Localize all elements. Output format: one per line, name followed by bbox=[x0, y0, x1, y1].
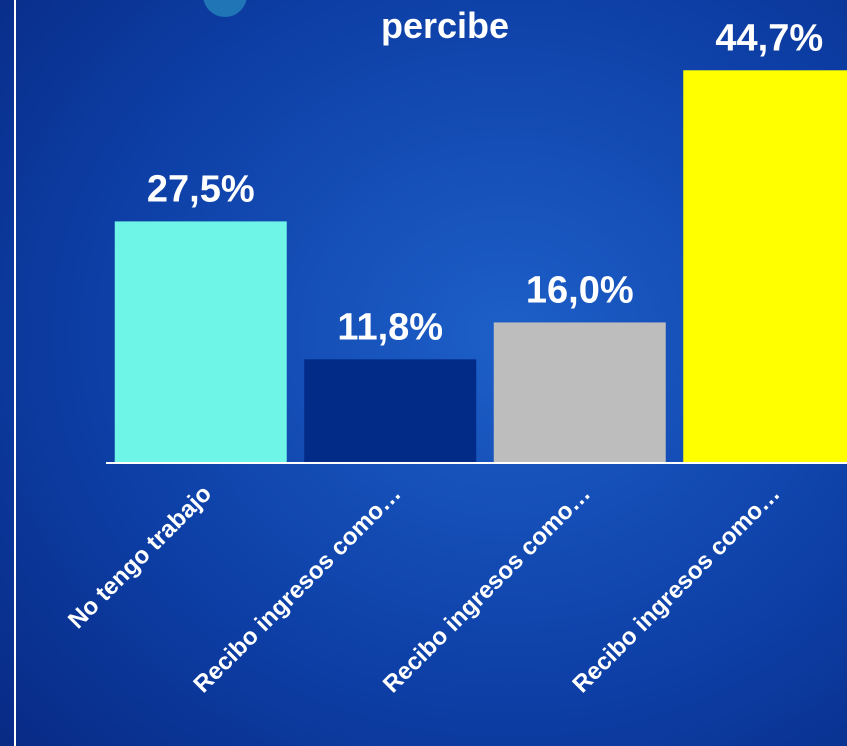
decoration bbox=[203, 0, 247, 17]
bar bbox=[493, 322, 666, 463]
bar bbox=[114, 221, 287, 463]
bar bbox=[304, 359, 477, 463]
value-label: 16,0% bbox=[526, 269, 634, 311]
value-label: 11,8% bbox=[337, 306, 443, 348]
value-label: 44,7% bbox=[715, 17, 823, 59]
chart-title: percibe bbox=[381, 5, 509, 46]
value-label: 27,5% bbox=[147, 168, 255, 210]
bar bbox=[683, 70, 847, 463]
